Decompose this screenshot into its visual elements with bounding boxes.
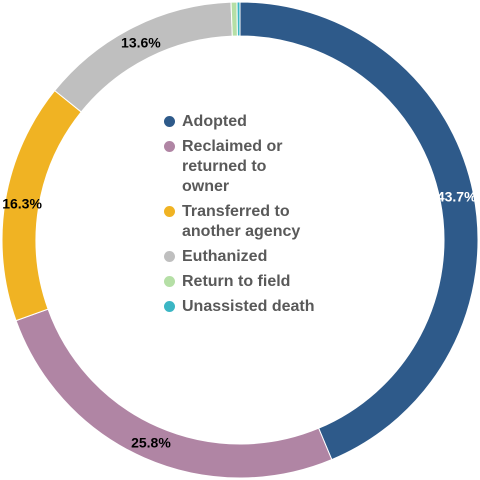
legend-label: Euthanized <box>182 248 268 265</box>
legend-item-2: Reclaimed or returned to owner <box>164 137 364 197</box>
legend-swatch <box>164 116 175 127</box>
legend-swatch <box>164 141 175 152</box>
legend-item-1: Adopted <box>164 112 364 132</box>
legend-label: Reclaimed or returned to owner <box>182 138 283 195</box>
legend-swatch <box>164 301 175 312</box>
legend-item-3: Transferred to another agency <box>164 202 364 242</box>
legend-item-6: Unassisted death <box>164 297 364 317</box>
chart-legend: Adopted Reclaimed or returned to owner Tra… <box>164 112 364 322</box>
slice-value-label-1: 43.7% <box>437 189 477 205</box>
donut-slice-5 <box>230 1 238 37</box>
donut-slice-2 <box>15 308 333 479</box>
legend-swatch <box>164 251 175 262</box>
legend-item-5: Return to field <box>164 272 364 292</box>
donut-slice-6 <box>236 1 241 37</box>
donut-slice-4 <box>54 1 233 113</box>
legend-swatch <box>164 206 175 217</box>
legend-item-4: Euthanized <box>164 247 364 267</box>
legend-label: Transferred to another agency <box>182 203 301 240</box>
slice-value-label-3: 16.3% <box>2 195 42 211</box>
slice-value-label-4: 13.6% <box>121 34 161 50</box>
slice-value-label-2: 25.8% <box>131 434 171 450</box>
legend-swatch <box>164 276 175 287</box>
legend-label: Return to field <box>182 273 291 290</box>
legend-label: Unassisted death <box>182 298 315 315</box>
legend-label: Adopted <box>182 113 247 130</box>
